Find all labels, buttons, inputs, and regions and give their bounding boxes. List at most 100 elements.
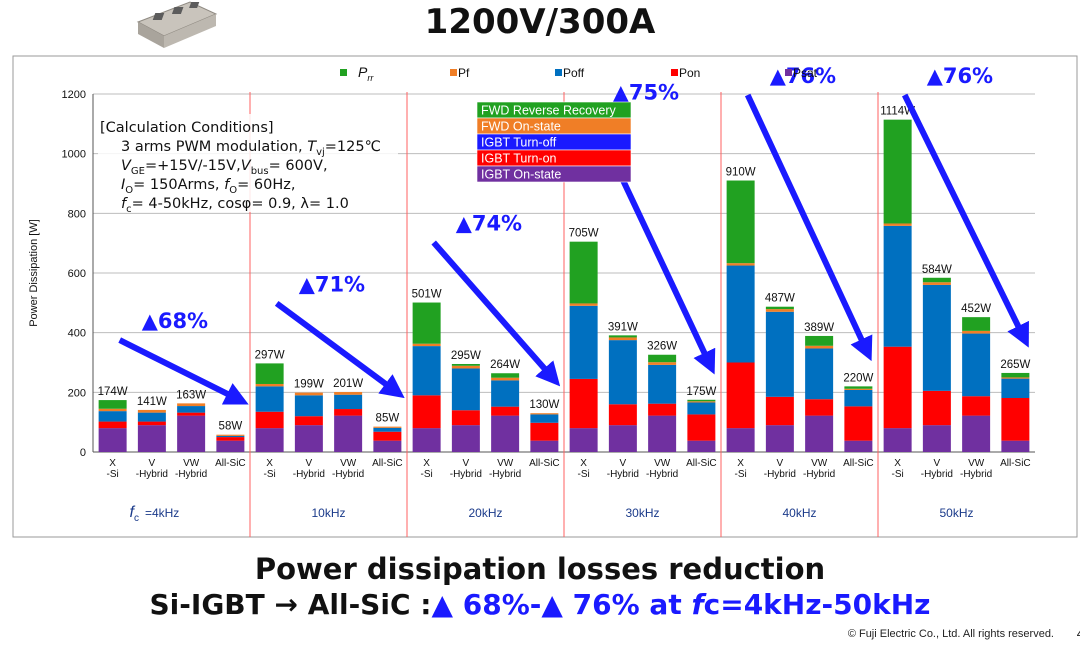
reduction-arrow [431,240,561,387]
bar-segment-poff [530,414,559,423]
bar-segment-pon [608,404,637,426]
category-label: -Hybrid [450,469,482,480]
bar-segment-poff [98,411,127,422]
reduction-label: ▲76% [770,64,836,88]
bar-segment-psat [177,415,206,452]
category-label: -Si [735,469,747,480]
bar-segment-pon [177,412,206,416]
reduction-labels: ▲68% ▲71% ▲74% ▲75% ▲76% ▲76% [142,64,993,333]
category-label: X [109,458,116,469]
bottom-summary: Si-IGBT → All-SiC :▲ 68%-▲ 76% at fc=4kH… [149,588,931,621]
bar-total-label: 199W [294,379,324,391]
reduction-label: ▲76% [927,64,993,88]
bar-segment-pon [922,390,951,426]
total-labels: 174W 141W 163W 58W 297W 199W 201W 85W 501W 295W 26… [98,106,1031,433]
bar-segment-psat [844,440,873,452]
calculation-conditions: [Calculation Conditions] 3 arms PWM modu… [98,114,398,215]
bar-segment-pf [726,263,755,266]
category-label: -Hybrid [332,469,364,480]
bar-segment-pon [883,346,912,429]
bar-segment-psat [98,428,127,452]
bar-segment-poff [373,427,402,432]
category-label: All-SiC [1000,458,1031,469]
bar-total-label: 220W [843,372,873,384]
category-label: -Si [578,469,590,480]
bar-segment-psat [216,440,245,452]
bar-segment-psat [962,415,991,452]
bar-segment-poff [922,284,951,391]
bar-segment-poff [177,406,206,413]
bar-segment-psat [687,440,716,452]
legend-pf: Pf [458,66,470,80]
bar-segment-poff [726,265,755,363]
power-dissipation-chart: Power Dissipation [W] 0 200 400 600 800 1000 1… [12,55,1078,538]
bar-segment-psat [137,425,166,452]
reduction-label: ▲68% [142,309,208,333]
reduction-arrows [118,93,1029,405]
bar-segment-psat [922,425,951,452]
category-label: All-SiC [843,458,874,469]
category-label: All-SiC [215,458,246,469]
legend-poff: Poff [563,66,585,80]
inner-legend-label: FWD Reverse Recovery [481,104,616,118]
bar-total-label: 910W [726,167,756,179]
y-tick-label: 1000 [62,149,86,161]
category-label: VW [811,458,828,469]
bar-segment-pf [491,377,520,381]
category-label: All-SiC [686,458,717,469]
conditions-line-3: IO= 150Arms, fO= 60Hz, [121,177,295,196]
bar-total-label: 1114W [880,106,915,118]
conditions-line-1: 3 arms PWM modulation, Tvj=125℃ [121,139,381,158]
bar-segment-prr [1001,372,1030,378]
bar-segment-prr [962,317,991,331]
bar-segment-poff [491,380,520,407]
slide-title: 1200V/300A [424,2,656,42]
reduction-label: ▲75% [613,81,679,105]
bar-segment-pf [137,409,166,413]
category-label: -Si [264,469,276,480]
bar-segment-pon [216,437,245,441]
bar-total-label: 295W [451,350,481,362]
bar-total-label: 58W [219,421,243,433]
bar-total-label: 705W [569,228,599,240]
category-label: -Si [892,469,904,480]
bar-segment-poff [765,311,794,397]
legend-swatch-psat [785,69,792,76]
y-tick-label: 200 [68,387,86,399]
bar-segment-pf [373,426,402,428]
legend-swatch-pon [671,69,678,76]
group-label: 10kHz [311,506,345,520]
bar-segment-psat [255,428,284,452]
bar-segment-pf [648,362,677,365]
category-label: -Hybrid [136,469,168,480]
bar-total-label: 265W [1000,359,1030,371]
bar-segment-pf [1001,377,1030,379]
bar-segment-prr [687,399,716,402]
category-label: V [934,458,941,469]
bar-total-label: 174W [98,386,128,398]
bar-segment-poff [255,386,284,412]
category-label: VW [968,458,985,469]
bar-total-label: 141W [137,396,167,408]
bar-total-label: 297W [255,349,285,361]
bar-total-label: 130W [529,399,559,411]
reduction-arrow [118,337,249,405]
bar-total-label: 163W [176,389,206,401]
bar-segment-prr [844,386,873,389]
bar-stacks [98,119,1030,452]
bar-segment-poff [294,395,323,417]
category-label: -Si [421,469,433,480]
legend-swatch-pf [450,69,457,76]
bar-segment-pon [491,406,520,416]
inner-legend-label: IGBT Turn-on [481,152,557,166]
bar-segment-pon [530,422,559,441]
category-label: -Hybrid [803,469,835,480]
bar-segment-poff [608,340,637,405]
category-label: V [620,458,627,469]
inner-legend-label: IGBT On-state [481,168,561,182]
bar-segment-pon [765,396,794,426]
legend-swatch-poff [555,69,562,76]
bar-total-label: 326W [647,341,677,353]
category-label: -Si [107,469,119,480]
bar-total-label: 175W [686,386,716,398]
